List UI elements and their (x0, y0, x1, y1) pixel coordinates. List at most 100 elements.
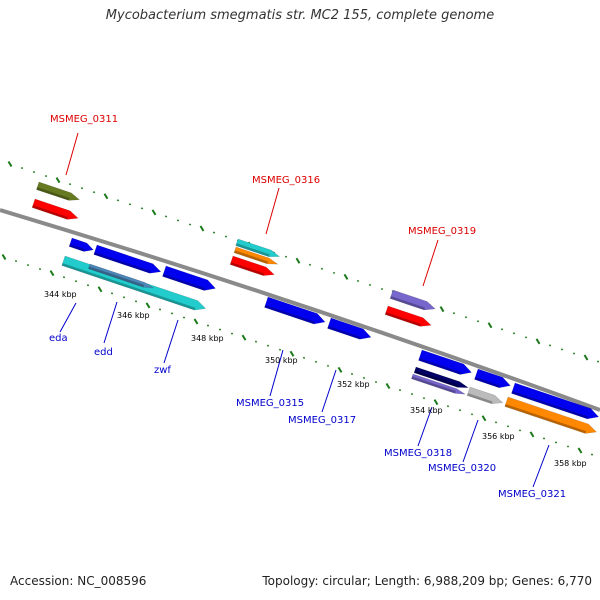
strand-dot-top (176, 219, 180, 222)
gene-cyan-long-shade (61, 263, 196, 311)
strand-dot-top (535, 338, 541, 345)
strand-dot-top (560, 348, 564, 351)
gene-msmeg-0316-orange (233, 246, 279, 265)
strand-dot-bottom (577, 447, 583, 454)
strand-dot-bottom (374, 380, 378, 384)
gene-msmeg-0316-orange-body (233, 246, 279, 265)
strand-dot-top (151, 209, 157, 216)
strand-dot-bottom (470, 413, 474, 416)
strand-dot-top (55, 177, 61, 184)
strand-dot-bottom (350, 372, 354, 376)
strand-dot-top (487, 322, 493, 329)
strand-dot-top (199, 225, 205, 232)
gene-msmeg-0318-navy-body (413, 366, 469, 388)
strand-dot-top (368, 283, 372, 287)
gene-msmeg-0311-olive (36, 181, 81, 201)
strand-dot-top (356, 279, 360, 283)
strand-dot-top (548, 344, 552, 347)
strand-dot-top (343, 273, 349, 280)
leader-msmeg-0320 (462, 419, 479, 463)
gene-label-msmeg-0318[interactable]: MSMEG_0318 (384, 448, 452, 459)
gene-msmeg-0321-orange-body (504, 396, 597, 434)
gene-msmeg-0316-red-shade (230, 262, 265, 276)
gene-msmeg-0319-purple-body (389, 289, 436, 311)
strand-dot-top (103, 193, 109, 200)
strand-dot-top (212, 231, 216, 234)
gene-msmeg-0320-gray-shade (467, 393, 493, 404)
gene-label-msmeg-0317[interactable]: MSMEG_0317 (288, 415, 356, 426)
strand-dot-bottom (170, 312, 174, 315)
gene-msmeg-0319-purple (389, 289, 436, 311)
strand-dot-bottom (1, 253, 7, 261)
strand-dot-bottom (542, 437, 546, 440)
gene-label-msmeg-0320[interactable]: MSMEG_0320 (428, 463, 496, 474)
gene-msmeg-0321-blue (511, 382, 600, 420)
gene-label-msmeg-0311[interactable]: MSMEG_0311 (50, 114, 118, 125)
strand-dot-top (140, 207, 144, 210)
gene-msmeg-0311-red-shade (32, 205, 69, 220)
leader-eda (59, 302, 77, 333)
gene-msmeg-0317-blue (327, 317, 372, 340)
strand-dot-top (188, 223, 192, 226)
gene-label-eda[interactable]: eda (49, 333, 68, 344)
strand-dot-bottom (145, 302, 151, 309)
gene-label-zwf[interactable]: zwf (154, 365, 171, 376)
strand-dot-bottom (590, 453, 594, 456)
strand-dot-bottom (122, 296, 126, 299)
strand-dot-bottom (49, 270, 55, 277)
strand-dot-bottom (97, 286, 103, 293)
genome-backbone (0, 208, 600, 412)
gene-steel-body (88, 263, 154, 289)
accession-text: Accession: NC_008596 (10, 574, 147, 588)
gene-msmeg-0319-purple-shade (390, 296, 426, 310)
strand-dot-bottom (529, 431, 535, 438)
strand-dot-bottom (38, 267, 42, 271)
strand-dot-top (308, 263, 312, 266)
strand-dot-bottom (422, 396, 426, 400)
gene-edd-blue-shade (93, 252, 151, 274)
gene-steel-shade (88, 266, 145, 288)
strand-dot-top (464, 316, 468, 319)
gene-msmeg-0318-blue-shade (418, 358, 462, 375)
strand-dot-bottom (26, 263, 30, 267)
leader-msmeg-0316 (265, 187, 280, 235)
strand-dot-bottom (398, 388, 402, 392)
strand-dot-top (500, 328, 504, 331)
leader-msmeg-0315 (269, 349, 284, 397)
gene-label-edd[interactable]: edd (94, 347, 113, 358)
strand-dot-bottom (278, 348, 282, 351)
strand-dot-bottom (506, 425, 510, 428)
strand-dot-top (476, 320, 480, 323)
gene-msmeg-0316-cyan-shade (235, 243, 270, 257)
strand-dot-top (512, 332, 516, 335)
leader-edd (103, 301, 118, 344)
strand-dot-top (572, 352, 576, 355)
gene-msmeg-0319-red (384, 305, 432, 327)
gene-msmeg-0316-cyan-body (235, 238, 281, 258)
strand-dot-bottom (74, 280, 78, 283)
gene-msmeg-0318-blue (418, 349, 472, 375)
strand-dot-bottom (326, 364, 330, 368)
gene-label-msmeg-0319[interactable]: MSMEG_0319 (408, 226, 476, 237)
gene-msmeg-0319-red-body (384, 305, 432, 327)
gene-msmeg-0315-blue (264, 296, 326, 325)
gene-edd-blue (93, 244, 162, 274)
gene-msmeg-0311-red-body (31, 198, 79, 220)
gene-label-msmeg-0316[interactable]: MSMEG_0316 (252, 175, 320, 186)
tick-label-352: 352 kbp (337, 380, 370, 389)
gene-msmeg-0317-blue-shade (327, 326, 361, 340)
gene-msmeg-0321-blue-shade (511, 391, 589, 419)
strand-dot-top (524, 336, 528, 339)
gene-msmeg-0315-blue-body (264, 296, 326, 325)
leader-zwf (163, 319, 179, 364)
gene-msmeg-0315-blue-shade (264, 305, 315, 324)
strand-dot-bottom (158, 308, 162, 311)
leader-msmeg-0317 (321, 369, 337, 413)
gene-msmeg-0317-blue-body (327, 317, 372, 340)
gene-edd-blue-body (93, 244, 162, 274)
gene-label-msmeg-0321[interactable]: MSMEG_0321 (498, 489, 566, 500)
strand-dot-bottom (362, 376, 366, 380)
gene-label-msmeg-0315[interactable]: MSMEG_0315 (236, 398, 304, 409)
strand-dot-bottom (182, 316, 186, 319)
strand-dot-bottom (554, 441, 558, 444)
